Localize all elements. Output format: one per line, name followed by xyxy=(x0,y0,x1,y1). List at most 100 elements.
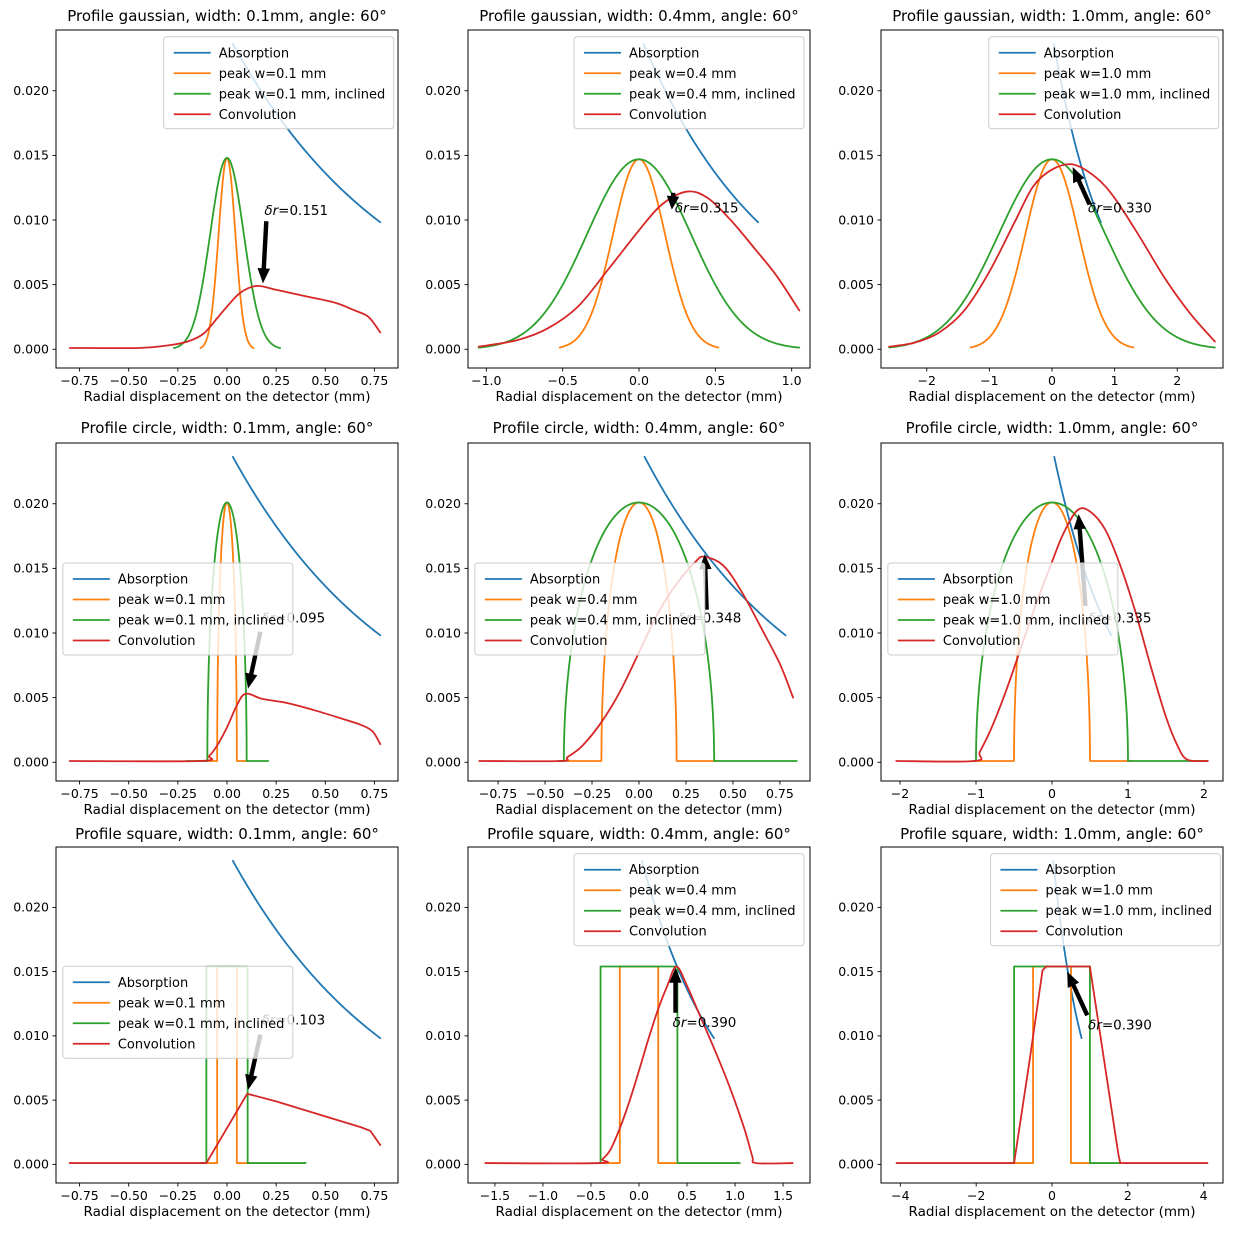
x-tick-label: 1.5 xyxy=(773,1188,793,1203)
legend-entry-label: Absorption xyxy=(1044,46,1114,61)
x-tick-label: 0.75 xyxy=(360,1188,388,1203)
annotation-arrow xyxy=(669,967,682,1013)
x-tick-label: −0.50 xyxy=(110,373,148,388)
x-tick-label: −0.50 xyxy=(526,786,564,801)
legend-entry-label: peak w=0.4 mm, inclined xyxy=(629,904,796,919)
legend: Absorption peak w=0.4 mm peak w=0.4 mm, in… xyxy=(573,36,805,130)
x-tick-label: 0.50 xyxy=(311,786,339,801)
curve-convolution xyxy=(68,692,382,763)
legend-entry-label: Convolution xyxy=(219,108,297,123)
curve-convolution xyxy=(68,284,382,350)
x-tick-label: −2 xyxy=(891,786,909,801)
legend-entry-label: peak w=0.4 mm xyxy=(530,593,638,608)
y-tick-label: 0.020 xyxy=(13,496,49,511)
y-tick-label: 0.010 xyxy=(838,212,874,227)
annotation-text: δr=0.390 xyxy=(673,1015,737,1031)
x-tick-label: −2 xyxy=(967,1188,985,1203)
curve-convolution xyxy=(888,163,1216,348)
y-tick-label: 0.000 xyxy=(425,755,461,770)
x-tick-label: −1.5 xyxy=(480,1188,510,1203)
x-tick-label: −0.5 xyxy=(547,373,577,388)
x-tick-label: −0.75 xyxy=(60,1188,98,1203)
curve-convolution xyxy=(484,965,794,1165)
legend-entry-label: peak w=1.0 mm xyxy=(1044,67,1152,82)
legend-entry-label: peak w=0.1 mm xyxy=(118,996,226,1011)
annotation-text: δr=0.390 xyxy=(1088,1017,1152,1033)
curve-convolution xyxy=(68,1092,382,1164)
legend-entry-label: peak w=0.4 mm xyxy=(629,884,737,899)
y-tick-label: 0.005 xyxy=(425,277,461,292)
x-tick-label: 0 xyxy=(1048,1188,1056,1203)
y-tick-label: 0.010 xyxy=(425,212,461,227)
x-tick-label: −0.75 xyxy=(479,786,517,801)
x-tick-label: 1 xyxy=(1111,373,1119,388)
curve-peak-inclined xyxy=(477,158,801,349)
y-tick-label: 0.015 xyxy=(838,148,874,163)
x-tick-label: −2 xyxy=(918,373,936,388)
x-tick-label: 0.25 xyxy=(262,786,290,801)
x-axis-label: Radial displacement on the detector (mm) xyxy=(909,389,1196,405)
legend-entry-label: Absorption xyxy=(118,976,188,991)
x-axis-label: Radial displacement on the detector (mm) xyxy=(84,389,371,405)
legend-entry-label: Convolution xyxy=(1044,108,1122,123)
curve-absorption xyxy=(232,859,382,1040)
legend: Absorption peak w=1.0 mm peak w=1.0 mm, in… xyxy=(988,36,1220,130)
x-tick-label: 2 xyxy=(1173,373,1181,388)
x-axis-label: Radial displacement on the detector (mm) xyxy=(496,802,783,818)
plot-title: Profile gaussian, width: 1.0mm, angle: 6… xyxy=(892,7,1211,25)
curve-peak xyxy=(199,157,255,349)
curve-absorption xyxy=(232,456,382,637)
y-tick-label: 0.005 xyxy=(13,277,49,292)
legend-entry-label: peak w=0.4 mm, inclined xyxy=(629,87,796,102)
legend-entry-label: Absorption xyxy=(1045,863,1115,878)
y-tick-label: 0.015 xyxy=(425,148,461,163)
curve-peak xyxy=(597,965,681,1164)
y-tick-label: 0.020 xyxy=(425,83,461,98)
legend-entry-label: peak w=0.4 mm xyxy=(629,67,737,82)
y-tick-label: 0.005 xyxy=(838,277,874,292)
subplot-square-0.4: δr=0.390 Absorption peak w=0.4 mm peak w=0.… xyxy=(425,827,811,1220)
x-axis-label: Radial displacement on the detector (mm) xyxy=(909,1204,1196,1220)
x-tick-label: −0.25 xyxy=(159,786,197,801)
legend-entry-label: Convolution xyxy=(943,634,1021,649)
x-axis-label: Radial displacement on the detector (mm) xyxy=(496,389,783,405)
y-tick-label: 0.010 xyxy=(425,625,461,640)
y-tick-label: 0.020 xyxy=(838,496,874,511)
plot-title: Profile circle, width: 0.4mm, angle: 60° xyxy=(493,419,786,437)
x-tick-label: 1.0 xyxy=(782,373,802,388)
x-tick-label: 0 xyxy=(1048,373,1056,388)
x-tick-label: −1 xyxy=(967,786,985,801)
x-tick-label: 2 xyxy=(1124,1188,1132,1203)
x-tick-label: 0.75 xyxy=(360,373,388,388)
x-tick-label: 0.75 xyxy=(360,786,388,801)
curve-peak-inclined xyxy=(173,157,281,349)
y-tick-label: 0.000 xyxy=(13,1157,49,1172)
plot-title: Profile gaussian, width: 0.4mm, angle: 6… xyxy=(479,7,798,25)
legend-entry-label: peak w=0.1 mm, inclined xyxy=(219,87,386,102)
legend-entry-label: peak w=0.1 mm, inclined xyxy=(118,613,285,628)
legend: Absorption peak w=0.1 mm peak w=0.1 mm, in… xyxy=(62,562,294,656)
legend-entry-label: Convolution xyxy=(629,925,707,940)
curve-convolution xyxy=(895,507,1209,763)
legend-entry-label: peak w=1.0 mm xyxy=(943,593,1051,608)
y-tick-label: 0.005 xyxy=(425,1092,461,1107)
y-tick-label: 0.000 xyxy=(838,342,874,357)
y-tick-label: 0.015 xyxy=(838,561,874,576)
x-tick-label: 0.00 xyxy=(625,786,653,801)
legend: Absorption peak w=0.1 mm peak w=0.1 mm, in… xyxy=(163,36,395,130)
y-tick-label: 0.005 xyxy=(838,690,874,705)
x-tick-label: −0.25 xyxy=(159,1188,197,1203)
subplot-square-1.0: δr=0.390 Absorption peak w=1.0 mm peak w=1.… xyxy=(838,827,1224,1220)
legend-entry-label: Absorption xyxy=(629,46,699,61)
legend: Absorption peak w=0.4 mm peak w=0.4 mm, in… xyxy=(474,562,706,656)
subplot-gaussian-1.0: δr=0.330 Absorption peak w=1.0 mm peak w=1.… xyxy=(838,7,1224,405)
legend-entry-label: Absorption xyxy=(118,572,188,587)
x-tick-label: 0.0 xyxy=(629,1188,649,1203)
x-tick-label: −0.5 xyxy=(576,1188,606,1203)
y-tick-label: 0.000 xyxy=(13,755,49,770)
y-tick-label: 0.000 xyxy=(13,342,49,357)
legend-entry-label: peak w=0.1 mm xyxy=(118,593,226,608)
